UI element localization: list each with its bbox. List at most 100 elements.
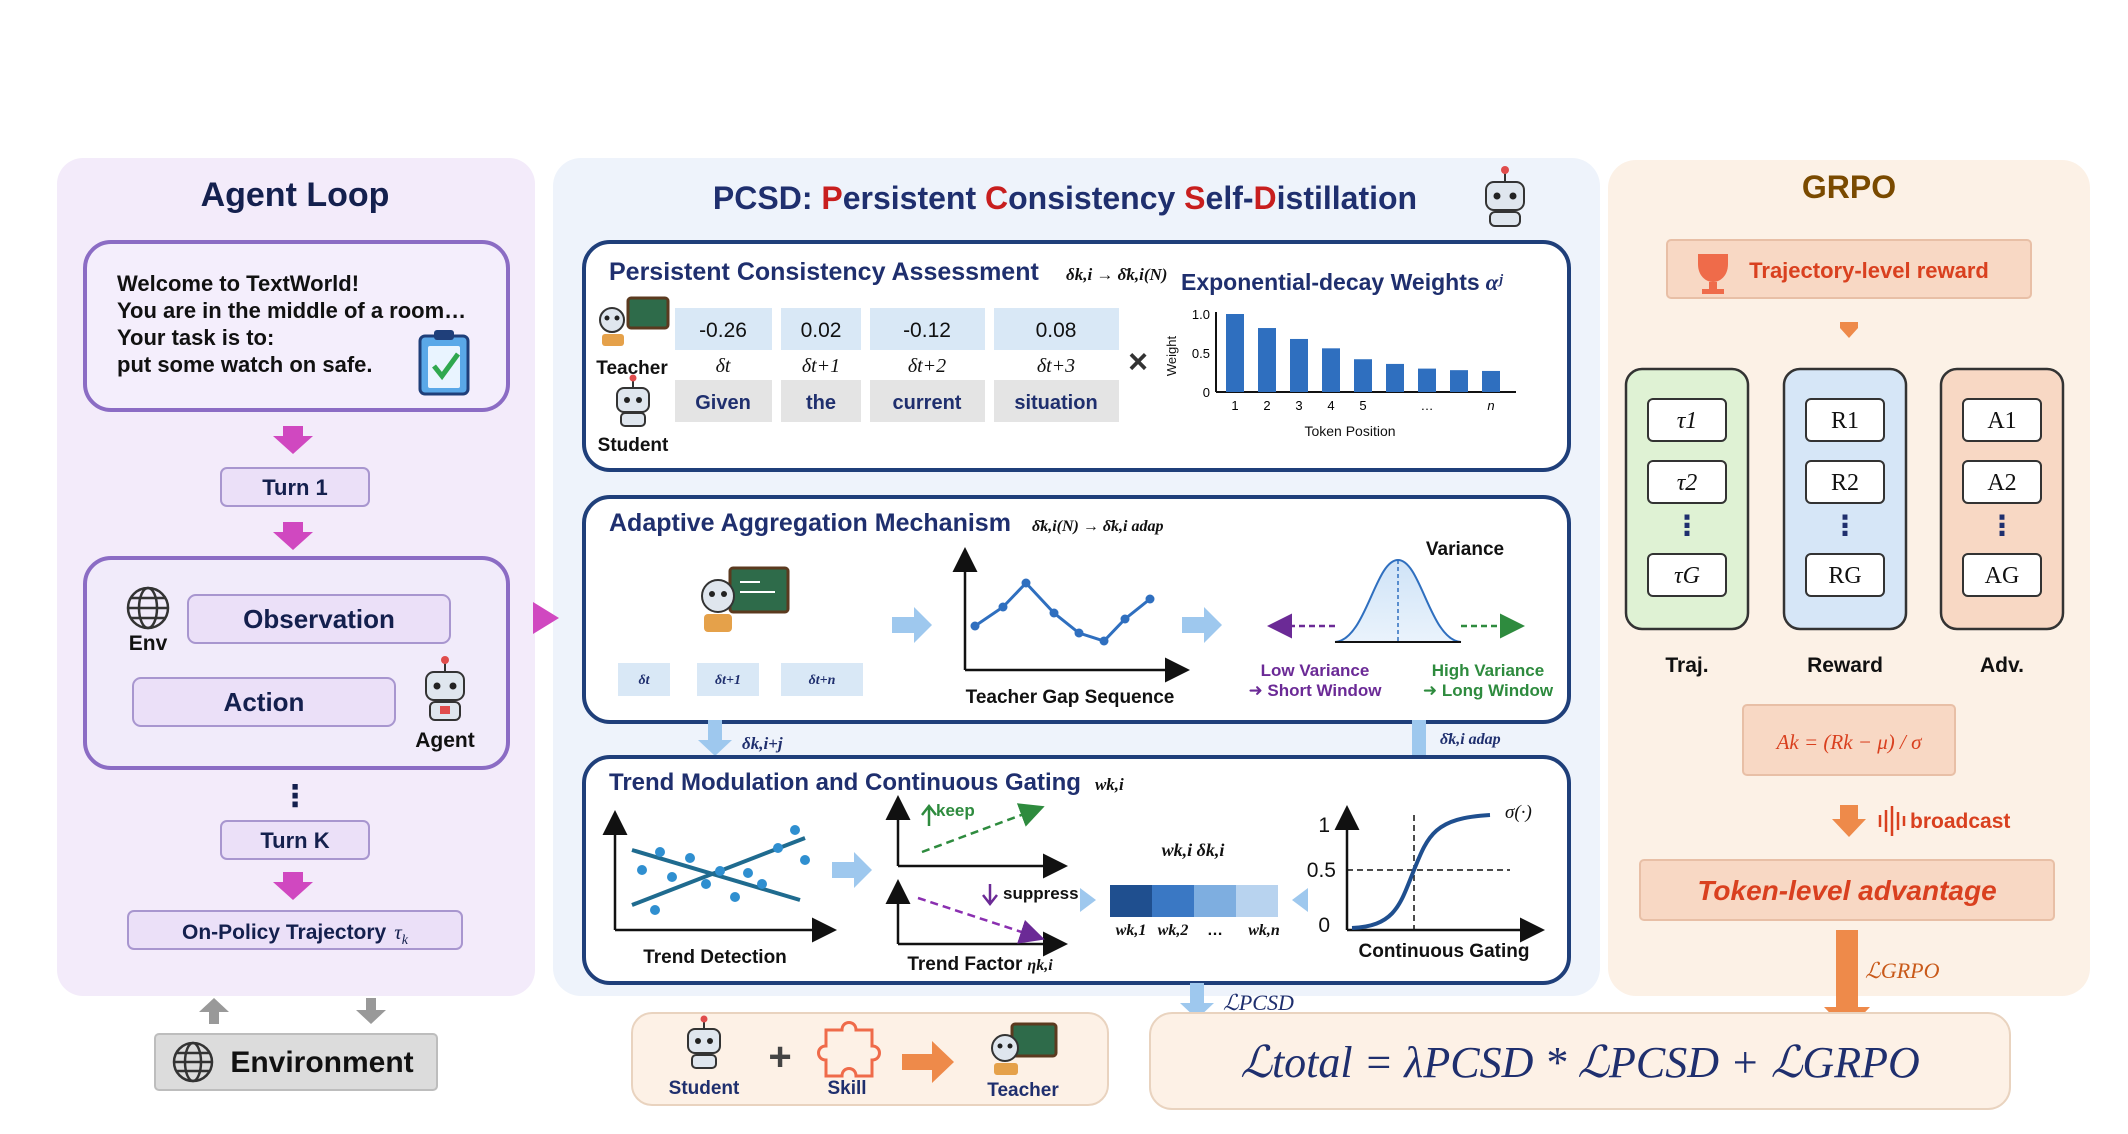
delta-chip: δt+n (809, 673, 836, 688)
gating-plot (1334, 805, 1545, 943)
gating-label: Continuous Gating (1359, 941, 1530, 962)
pcsd-robot-icon (1485, 166, 1525, 227)
trend-detection-plot (602, 810, 837, 943)
agent-robot-icon (425, 656, 465, 721)
gate-tick: 0 (1318, 914, 1330, 937)
env-label: Env (129, 632, 168, 655)
delta-chip: δt+1 (715, 673, 741, 688)
teacher-icon-3 (991, 1022, 1058, 1075)
welcome-line-1: Welcome to TextWorld! (117, 271, 359, 296)
traj-cell: τ1 (1677, 408, 1698, 434)
weight-label: … (1207, 922, 1223, 939)
weight-label: wk,n (1248, 922, 1280, 939)
down-arrow-gray (356, 998, 386, 1024)
orange-down-arrow (1840, 322, 1858, 338)
weights-title: Exponential-decay Weights αʲ (1181, 269, 1503, 295)
student-label-2: Student (669, 1078, 740, 1099)
action-label: Action (224, 687, 305, 717)
puzzle-icon (817, 1021, 881, 1078)
traj-cell: τG (1674, 563, 1700, 589)
chart-y-tick: 0.5 (1192, 346, 1210, 361)
trajectory-reward-label: Trajectory-level reward (1749, 258, 1989, 283)
trophy-icon (1698, 254, 1728, 294)
blue-arrow (1182, 607, 1222, 643)
trend-detection-label: Trend Detection (643, 947, 787, 968)
teacher-label-3: Teacher (987, 1080, 1059, 1101)
gate-tick: 0.5 (1307, 859, 1336, 882)
reward-cell: R1 (1831, 408, 1859, 434)
delta-chip: δt (638, 673, 650, 688)
keep-plot (885, 795, 1068, 879)
right-arrow-label: δ̄k,i adap (1440, 731, 1501, 748)
traj-cell: τ2 (1677, 470, 1698, 496)
trend-factor-label: Trend Factor ηk,i (907, 954, 1053, 975)
vertical-dots: ⋮ (280, 780, 310, 813)
suppress-plot (885, 879, 1068, 957)
token-advantage-box (1639, 859, 2055, 921)
chart-bar (1226, 314, 1244, 392)
weight-label: wk,1 (1116, 922, 1147, 939)
adv-cell: AG (1985, 563, 2020, 589)
gap-sequence-plot (952, 547, 1190, 683)
chart-bar (1322, 348, 1340, 392)
trajectory-box (127, 910, 463, 950)
skill-label: Skill (827, 1078, 866, 1099)
turn-k-label: Turn K (260, 828, 329, 853)
chart-y-tick: 0 (1203, 385, 1210, 400)
high-variance-label: High Variance (1432, 661, 1544, 680)
value-cell: -0.12 (903, 319, 951, 342)
turn-1-label: Turn 1 (262, 475, 328, 500)
turn-k-box (220, 820, 370, 860)
chart-x-tick: 4 (1327, 398, 1334, 413)
token-advantage-label: Token-level advantage (1697, 875, 1996, 906)
chart-xlabel: Token Position (1304, 423, 1395, 439)
observation-box (187, 594, 451, 644)
weight-strip (1110, 885, 1278, 917)
pcsd-title: PCSD: Persistent Consistency Self-Distil… (713, 180, 1417, 216)
total-loss-box (1149, 1012, 2011, 1110)
chart-bar (1290, 338, 1308, 392)
column-cells (1647, 398, 2042, 597)
trajectory-reward-box (1666, 239, 2032, 299)
gate-tick: 1 (1318, 814, 1330, 837)
value-cell: 0.02 (801, 319, 842, 342)
adv-column-label: Adv. (1980, 654, 2024, 677)
aggregation-formula: δ̄k,i(N) → δ̄k,i adap (1032, 518, 1164, 535)
clipboard-check-icon (418, 330, 470, 396)
traj-column-label: Traj. (1665, 654, 1708, 677)
token-cell: current (893, 392, 962, 414)
pcsd-loss-label: ℒPCSD (1223, 990, 1294, 1015)
environment-box (154, 1033, 438, 1091)
adv-cell: A2 (1987, 470, 2016, 496)
reward-cell: R2 (1831, 470, 1859, 496)
teacher-icon-1 (599, 296, 670, 346)
chart-x-tick: 1 (1231, 398, 1238, 413)
token-cell: Given (695, 392, 751, 414)
keep-label: keep (936, 801, 975, 820)
chart-x-tick: 2 (1263, 398, 1270, 413)
weights-chart: Weight Token Position 1 2 3 4 5 … n 0 0.5 1.0 (1164, 307, 1516, 439)
reward-cell: ⋮ (1831, 510, 1859, 541)
weights-delta-label: wk,i δk,i (1162, 840, 1225, 860)
globe-icon (126, 586, 170, 630)
delta-label: δt+3 (1037, 355, 1075, 377)
advantage-formula-box (1742, 704, 1956, 776)
low-variance-label: Low Variance (1261, 661, 1370, 680)
teacher-icon-2 (701, 566, 790, 632)
pcsd-loss-arrow (1180, 983, 1214, 1019)
left-down-arrow (698, 720, 732, 756)
assessment-formula: δk,i → δ̄k,i(N) (1066, 265, 1167, 284)
turn-1-box (220, 467, 370, 507)
environment-label: Environment (230, 1046, 413, 1079)
student-icon-2 (687, 1015, 721, 1069)
delta-label: δt+2 (908, 355, 946, 377)
action-box (132, 677, 396, 727)
down-arrow-3 (273, 872, 313, 900)
skill-row-box (631, 1012, 1109, 1106)
gap-sequence-label: Teacher Gap Sequence (966, 687, 1175, 708)
value-cell: 0.08 (1036, 319, 1077, 342)
traj-cell: ⋮ (1673, 510, 1701, 541)
trajectory-label: On-Policy Trajectory τk (182, 920, 409, 948)
chart-bar (1386, 363, 1404, 392)
chart-bar (1354, 359, 1372, 392)
